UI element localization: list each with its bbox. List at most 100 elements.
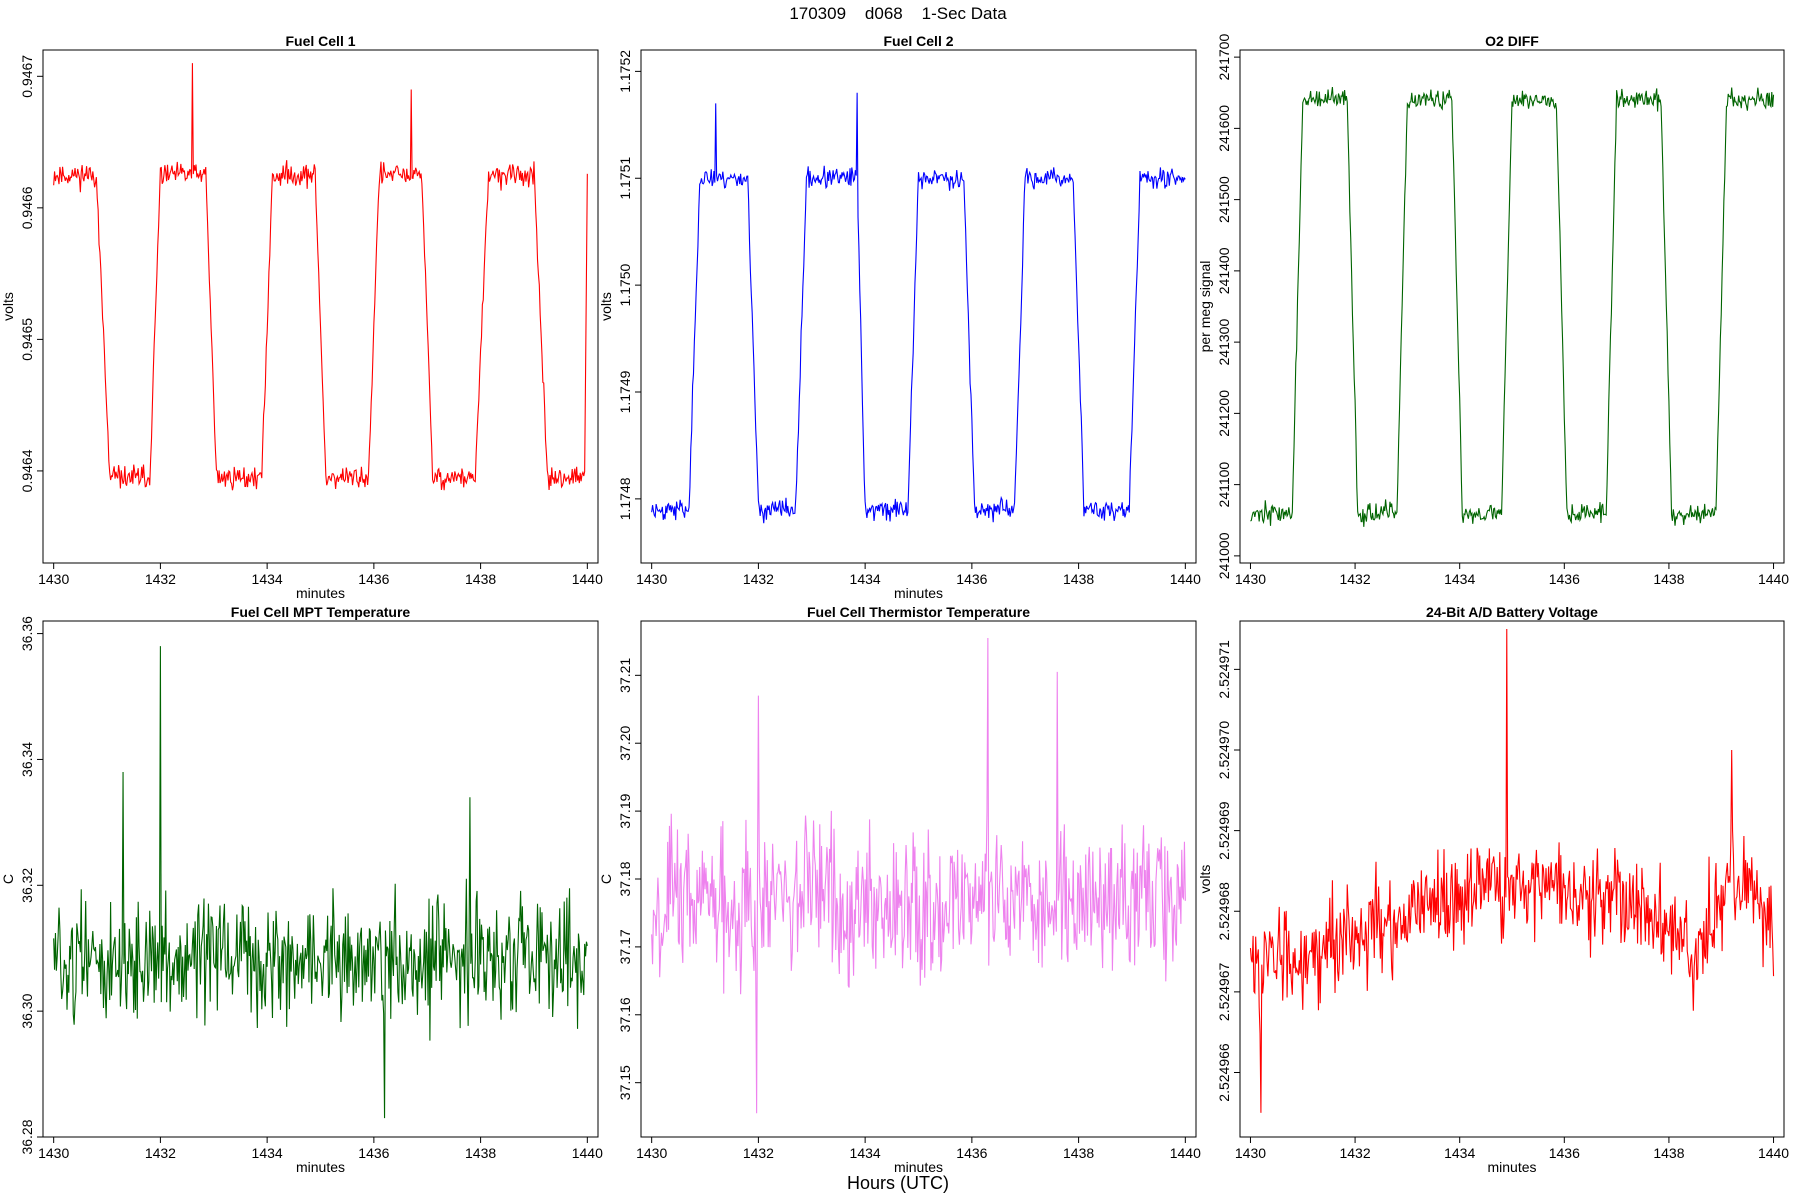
x-tick-label: 1436 bbox=[1549, 571, 1580, 587]
x-tick-label: 1432 bbox=[145, 571, 176, 587]
x-tick-label: 1440 bbox=[572, 1145, 603, 1161]
y-tick-label: 1.1749 bbox=[617, 370, 633, 413]
panel-fuel-cell-thermistor-temperature: Fuel Cell Thermistor Temperature 1430 1432… bbox=[598, 604, 1201, 1175]
y-tick-label: 241100 bbox=[1216, 462, 1232, 508]
x-tick-label: 1438 bbox=[1653, 571, 1684, 587]
x-tick-label: 1434 bbox=[252, 1145, 283, 1161]
y-axis-label: volts bbox=[598, 292, 614, 321]
x-tick-label: 1434 bbox=[1444, 571, 1475, 587]
plot-frame bbox=[42, 620, 599, 1138]
y-axis-label: C bbox=[598, 874, 614, 884]
x-tick-label: 1430 bbox=[1235, 571, 1266, 587]
x-tick-label: 1434 bbox=[1444, 1145, 1475, 1161]
x-tick-label: 1430 bbox=[38, 1145, 69, 1161]
y-tick-label: 36.36 bbox=[19, 616, 35, 651]
x-tick-label: 1438 bbox=[1653, 1145, 1684, 1161]
hours-utc-label: Hours (UTC) bbox=[847, 1173, 949, 1193]
y-tick-label: 2.524967 bbox=[1216, 962, 1232, 1021]
y-tick-label: 37.17 bbox=[617, 929, 633, 964]
y-tick-label: 2.524968 bbox=[1216, 882, 1232, 941]
x-tick-label: 1430 bbox=[636, 571, 667, 587]
y-tick-label: 241600 bbox=[1216, 105, 1232, 152]
panel-fuel-cell-mpt-temperature: Fuel Cell MPT Temperature 1430 1432 1434 143… bbox=[0, 604, 603, 1175]
y-tick-label: 37.19 bbox=[617, 793, 633, 828]
x-tick-label: 1440 bbox=[1170, 571, 1201, 587]
y-tick-label: 37.20 bbox=[617, 725, 633, 760]
panel-fuel-cell-1: Fuel Cell 1 1430 1432 1434 1436 1438 1440 minut… bbox=[0, 33, 603, 601]
y-tick-label: 1.1751 bbox=[617, 157, 633, 200]
y-tick-label: 0.9465 bbox=[19, 318, 35, 361]
x-tick-label: 1434 bbox=[850, 1145, 881, 1161]
panel-fuel-cell-2: Fuel Cell 2 1430 1432 1434 1436 1438 1440 minut… bbox=[598, 33, 1201, 601]
y-tick-label: 1.1748 bbox=[617, 477, 633, 520]
y-tick-label: 241000 bbox=[1216, 532, 1232, 579]
x-axis-label: minutes bbox=[296, 585, 345, 601]
x-tick-label: 1430 bbox=[1235, 1145, 1266, 1161]
y-tick-label: 37.21 bbox=[617, 658, 633, 693]
x-tick-label: 1438 bbox=[1063, 1145, 1094, 1161]
plot-frame bbox=[42, 49, 599, 564]
x-axis-label: minutes bbox=[296, 1159, 345, 1175]
x-tick-label: 1438 bbox=[1063, 571, 1094, 587]
x-tick-label: 1432 bbox=[743, 1145, 774, 1161]
plot-frame bbox=[640, 49, 1197, 564]
series-line bbox=[53, 646, 588, 1119]
y-tick-label: 36.28 bbox=[19, 1119, 35, 1154]
y-tick-label: 36.34 bbox=[19, 742, 35, 777]
x-tick-label: 1440 bbox=[1170, 1145, 1201, 1161]
series-line bbox=[651, 92, 1186, 524]
y-tick-label: 2.524971 bbox=[1216, 640, 1232, 699]
panel-battery-voltage: 24-Bit A/D Battery Voltage 1430 1432 1434 14… bbox=[1197, 604, 1789, 1175]
y-tick-label: 0.9466 bbox=[19, 186, 35, 229]
x-tick-label: 1436 bbox=[358, 571, 389, 587]
x-tick-label: 1432 bbox=[145, 1145, 176, 1161]
x-tick-label: 1436 bbox=[956, 571, 987, 587]
x-tick-label: 1430 bbox=[636, 1145, 667, 1161]
series-line bbox=[651, 637, 1186, 1114]
x-tick-label: 1438 bbox=[465, 571, 496, 587]
y-tick-label: 37.18 bbox=[617, 861, 633, 896]
panel-title: 24-Bit A/D Battery Voltage bbox=[1426, 604, 1598, 620]
panel-title: Fuel Cell Thermistor Temperature bbox=[807, 604, 1030, 620]
y-axis-label: C bbox=[0, 874, 16, 884]
y-tick-label: 2.524969 bbox=[1216, 801, 1232, 860]
x-tick-label: 1434 bbox=[850, 571, 881, 587]
y-tick-label: 36.32 bbox=[19, 868, 35, 903]
panel-title: Fuel Cell 2 bbox=[883, 33, 953, 49]
y-tick-label: 241200 bbox=[1216, 390, 1232, 437]
x-tick-label: 1436 bbox=[358, 1145, 389, 1161]
y-tick-label: 2.524966 bbox=[1216, 1043, 1232, 1102]
y-tick-label: 241300 bbox=[1216, 319, 1232, 366]
panel-title: Fuel Cell MPT Temperature bbox=[231, 604, 411, 620]
figure-title: 170309 d068 1-Sec Data bbox=[789, 4, 1007, 23]
y-tick-label: 36.30 bbox=[19, 993, 35, 1028]
x-axis-label: minutes bbox=[1487, 1159, 1536, 1175]
x-tick-label: 1430 bbox=[38, 571, 69, 587]
y-tick-label: 0.9467 bbox=[19, 55, 35, 98]
y-tick-label: 1.1752 bbox=[617, 50, 633, 93]
x-tick-label: 1440 bbox=[1758, 1145, 1789, 1161]
y-tick-label: 2.524970 bbox=[1216, 721, 1232, 780]
series-line bbox=[53, 63, 588, 491]
y-axis-label: volts bbox=[1197, 865, 1213, 894]
y-axis-label: per meg signal bbox=[1197, 261, 1213, 353]
panel-o2-diff: O2 DIFF 1430 1432 1434 1436 1438 1440 241000 241… bbox=[1197, 33, 1789, 587]
x-axis-label: minutes bbox=[894, 1159, 943, 1175]
y-tick-label: 37.16 bbox=[617, 997, 633, 1032]
y-tick-label: 241700 bbox=[1216, 34, 1232, 81]
plot-frame bbox=[1239, 620, 1785, 1138]
x-tick-label: 1440 bbox=[1758, 571, 1789, 587]
x-tick-label: 1432 bbox=[1339, 571, 1370, 587]
plot-frame bbox=[1239, 49, 1785, 564]
series-line bbox=[1250, 86, 1775, 527]
x-tick-label: 1440 bbox=[572, 571, 603, 587]
y-tick-label: 0.9464 bbox=[19, 449, 35, 492]
x-tick-label: 1436 bbox=[956, 1145, 987, 1161]
y-axis-label: volts bbox=[0, 292, 16, 321]
x-tick-label: 1432 bbox=[743, 571, 774, 587]
x-axis-label: minutes bbox=[894, 585, 943, 601]
x-tick-label: 1432 bbox=[1339, 1145, 1370, 1161]
y-tick-label: 37.15 bbox=[617, 1065, 633, 1100]
panel-title: Fuel Cell 1 bbox=[285, 33, 355, 49]
